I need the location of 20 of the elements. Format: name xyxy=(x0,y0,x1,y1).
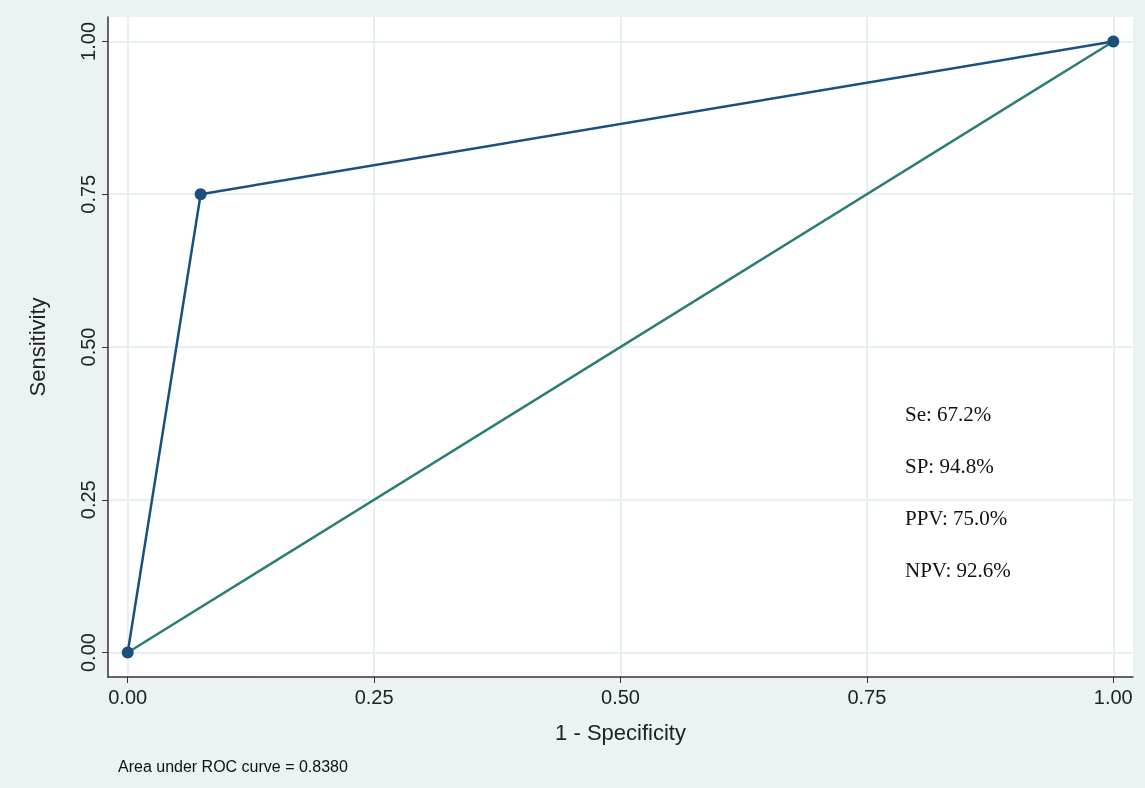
text: Area under ROC curve = 0.8380 xyxy=(118,757,349,775)
annotation: SP: 94.8% xyxy=(905,453,994,478)
y-tick-label: 0.00 xyxy=(77,633,99,673)
annotation: PPV: 75.0% xyxy=(905,505,1008,530)
x-tick-label: 0.50 xyxy=(601,686,640,708)
x-tick-label: 1.00 xyxy=(1093,686,1133,708)
y-tick-label: 1.00 xyxy=(77,21,99,61)
y-tick-label: 0.25 xyxy=(77,480,99,520)
point xyxy=(121,646,134,659)
x-axis-title: 1 - Specificity xyxy=(555,719,686,745)
x-tick-label: 0.75 xyxy=(847,686,887,708)
x-tick-label: 0.00 xyxy=(108,686,148,708)
annotation: Se: 67.2% xyxy=(905,401,992,426)
annotation: NPV: 92.6% xyxy=(905,557,1011,582)
point xyxy=(194,188,207,201)
x-tick-label: 0.25 xyxy=(354,686,394,708)
y-tick-label: 0.50 xyxy=(77,327,99,367)
y-axis-title: Sensitivity xyxy=(24,297,50,397)
point xyxy=(1107,35,1120,48)
y-tick-label: 0.75 xyxy=(77,174,99,214)
